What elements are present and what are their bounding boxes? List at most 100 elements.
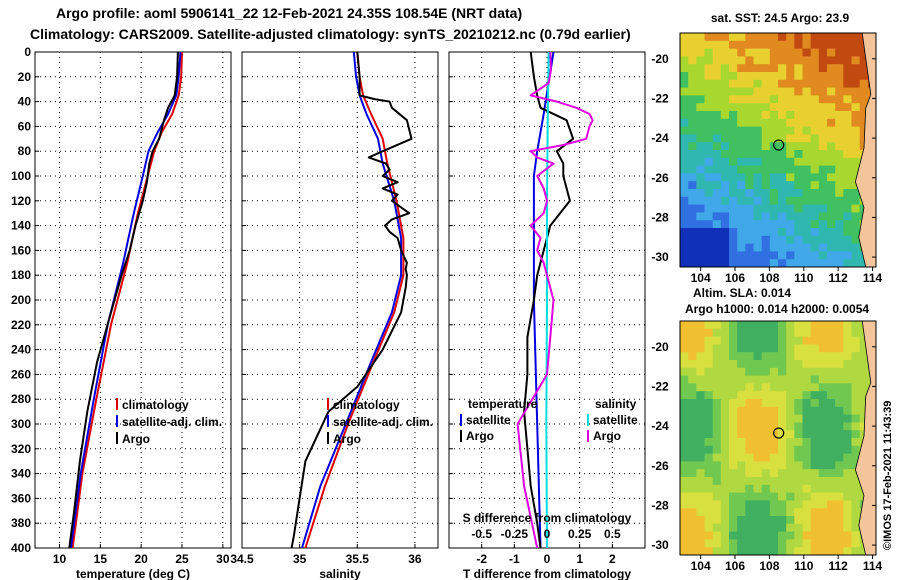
map-cell bbox=[835, 523, 844, 533]
map-cell bbox=[818, 181, 828, 190]
map-cell bbox=[720, 445, 730, 455]
map-cell bbox=[761, 438, 771, 447]
map-cell bbox=[680, 469, 689, 478]
map-cell bbox=[810, 453, 820, 462]
map-cell bbox=[810, 111, 820, 120]
map-cell bbox=[704, 220, 714, 229]
map-cell bbox=[680, 181, 689, 190]
map-cell bbox=[794, 328, 804, 338]
map-cell bbox=[737, 445, 746, 455]
map-cell bbox=[827, 547, 836, 555]
map-cell bbox=[712, 453, 722, 462]
map-cell bbox=[688, 126, 697, 135]
map-cell bbox=[737, 134, 746, 143]
map-cell bbox=[696, 212, 706, 221]
map-cell bbox=[769, 422, 779, 431]
map-cell bbox=[818, 461, 828, 470]
map-cell bbox=[688, 87, 697, 96]
map-cell bbox=[818, 438, 828, 447]
map-cell bbox=[843, 383, 853, 392]
map-cell bbox=[851, 445, 861, 455]
map-cell bbox=[851, 189, 861, 198]
map-cell bbox=[778, 235, 787, 245]
map-cell bbox=[737, 461, 746, 470]
map-cell bbox=[778, 500, 787, 509]
map-cell bbox=[843, 87, 853, 96]
map-cell bbox=[688, 539, 697, 548]
map-cell bbox=[818, 220, 828, 229]
map-cell bbox=[769, 212, 779, 221]
map-cell bbox=[835, 406, 844, 416]
map-cell bbox=[802, 352, 812, 361]
map-cell bbox=[712, 87, 722, 96]
map-cell bbox=[745, 399, 755, 408]
map-cell bbox=[688, 547, 697, 555]
map-cell bbox=[851, 399, 861, 408]
map-cell bbox=[818, 118, 828, 128]
map-cell bbox=[729, 391, 738, 400]
map-cell bbox=[761, 87, 771, 96]
map-cell bbox=[729, 103, 738, 112]
map-cell bbox=[745, 383, 755, 392]
map-cell bbox=[843, 40, 853, 50]
map-cell bbox=[810, 64, 820, 73]
map-cell bbox=[745, 150, 755, 159]
map-cell bbox=[769, 79, 779, 89]
map-cell bbox=[761, 321, 771, 330]
map-cell bbox=[835, 321, 844, 330]
map-cell bbox=[720, 181, 730, 190]
map-cell bbox=[859, 126, 869, 135]
map-cell bbox=[827, 445, 836, 455]
map-cell bbox=[802, 438, 812, 447]
map-cell bbox=[778, 126, 787, 135]
map-cell bbox=[827, 212, 836, 221]
map-cell bbox=[704, 150, 714, 159]
map-cell bbox=[712, 228, 722, 237]
map-cell bbox=[818, 375, 828, 384]
map-cell bbox=[851, 547, 861, 555]
map-cell bbox=[737, 212, 746, 221]
map-cell bbox=[851, 181, 861, 190]
map-cell bbox=[745, 157, 755, 167]
map-cell bbox=[835, 79, 844, 89]
map-cell bbox=[704, 118, 714, 128]
map-cell bbox=[720, 165, 730, 174]
map-cell bbox=[688, 406, 697, 416]
map-cell bbox=[769, 531, 779, 540]
map-cell bbox=[737, 414, 746, 423]
map-cell bbox=[810, 391, 820, 400]
map-cell bbox=[680, 150, 689, 159]
map-frame bbox=[679, 32, 877, 268]
map-cell bbox=[778, 95, 787, 104]
map-cell bbox=[778, 414, 787, 423]
map-y-tick-label: -28 bbox=[651, 210, 669, 224]
map-cell bbox=[704, 95, 714, 104]
map-cell bbox=[835, 328, 844, 338]
map-cell bbox=[761, 516, 771, 525]
map-cell bbox=[786, 196, 795, 206]
map-x-tick-label: 108 bbox=[759, 271, 779, 285]
map-cell bbox=[835, 500, 844, 509]
panel-difference: -2 -1 0 1 2T difference from climatology temp… bbox=[448, 51, 646, 580]
map-cell bbox=[745, 375, 755, 384]
map-cell bbox=[843, 72, 853, 81]
sla-map-title-line1: Altim. SLA: 0.014 bbox=[693, 286, 791, 300]
map-cell bbox=[843, 445, 853, 455]
map-cell bbox=[737, 243, 746, 252]
x-tick-label: 2 bbox=[609, 552, 616, 566]
map-cell bbox=[778, 72, 787, 81]
map-cell bbox=[720, 48, 730, 57]
map-cell bbox=[810, 126, 820, 135]
map-cell bbox=[680, 189, 689, 198]
map-cell bbox=[794, 321, 804, 330]
map-cell bbox=[818, 321, 828, 330]
map-cell bbox=[786, 40, 795, 50]
map-cell bbox=[696, 336, 706, 345]
map-cell bbox=[810, 422, 820, 431]
map-cell bbox=[851, 79, 861, 89]
map-cell bbox=[696, 33, 706, 42]
map-cell bbox=[745, 523, 755, 533]
map-cell bbox=[761, 352, 771, 361]
map-cell bbox=[745, 438, 755, 447]
map-cell bbox=[688, 259, 697, 267]
